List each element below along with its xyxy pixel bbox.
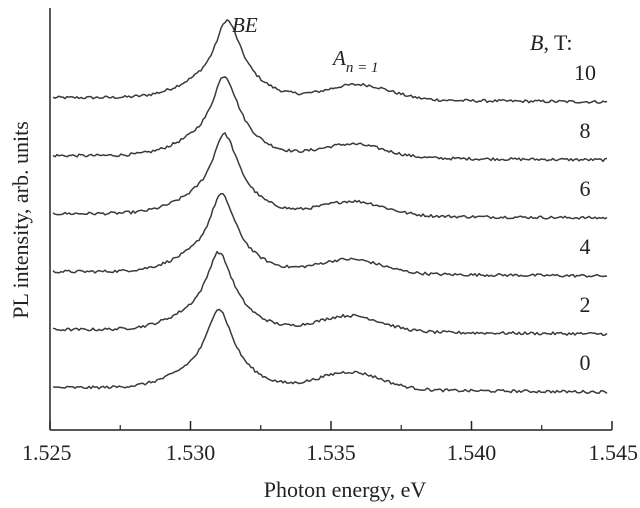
be-peak-annotation: BE bbox=[232, 13, 258, 37]
trace-label-2T: 2 bbox=[580, 292, 591, 317]
exciton-main: A bbox=[331, 46, 346, 70]
y-axis-label: PL intensity, arb. units bbox=[8, 121, 33, 319]
trace-label-0T: 0 bbox=[580, 350, 591, 375]
spectrum-trace-4T bbox=[52, 192, 608, 278]
legend-title-var: B bbox=[530, 30, 543, 55]
x-axis-label: Photon energy, eV bbox=[264, 477, 427, 502]
trace-labels: 10 8 6 4 2 0 bbox=[574, 60, 596, 375]
x-tick-label: 1.545 bbox=[589, 440, 639, 465]
legend-title: B, T: bbox=[530, 30, 573, 55]
x-tick-label: 1.530 bbox=[166, 440, 216, 465]
spectra-traces bbox=[52, 19, 608, 395]
x-tick-label: 1.535 bbox=[306, 440, 356, 465]
trace-label-10T: 10 bbox=[574, 60, 596, 85]
x-tick-label: 1.540 bbox=[447, 440, 497, 465]
spectrum-trace-10T bbox=[52, 19, 608, 104]
x-ticks bbox=[49, 421, 613, 430]
exciton-annotation: An = 1 bbox=[331, 46, 378, 76]
trace-label-6T: 6 bbox=[580, 176, 591, 201]
spectrum-trace-8T bbox=[52, 76, 608, 163]
trace-label-4T: 4 bbox=[580, 234, 591, 259]
spectrum-trace-6T bbox=[52, 132, 608, 220]
trace-label-8T: 8 bbox=[580, 118, 591, 143]
x-tick-label: 1.525 bbox=[22, 440, 72, 465]
spectrum-trace-0T bbox=[52, 308, 608, 395]
legend-title-unit: , T: bbox=[543, 30, 572, 55]
exciton-sub: n = 1 bbox=[346, 60, 379, 76]
spectrum-trace-2T bbox=[52, 250, 608, 337]
x-tick-labels: 1.525 1.530 1.535 1.540 1.545 bbox=[22, 440, 638, 465]
